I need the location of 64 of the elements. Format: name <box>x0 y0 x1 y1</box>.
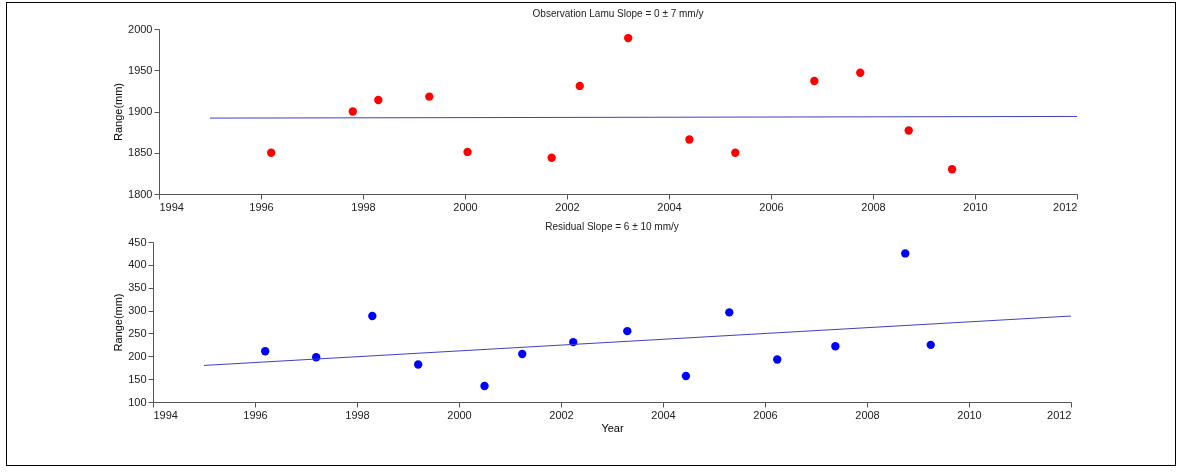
y-tick-label: 100 <box>128 395 147 408</box>
point <box>575 81 584 91</box>
point <box>261 347 270 356</box>
y-tick-label: 1900 <box>128 105 153 117</box>
point <box>773 355 782 364</box>
y-tick-label: 200 <box>128 349 147 362</box>
point <box>624 33 633 43</box>
point <box>947 165 957 174</box>
x-tick-label: 2002 <box>555 200 580 213</box>
point <box>425 92 434 101</box>
point <box>414 360 423 369</box>
x-tick-label: 2010 <box>963 200 988 213</box>
y-tick-label: 450 <box>128 235 147 248</box>
point <box>368 311 377 321</box>
x-tick-label: 2004 <box>657 200 682 213</box>
x-tick-label: 2010 <box>957 408 982 421</box>
y-tick-label: 2000 <box>128 22 153 35</box>
x-tick-label: 2012 <box>1047 408 1072 421</box>
y-axis-title: Range(mm) <box>112 82 125 142</box>
point <box>547 153 556 162</box>
point <box>810 76 819 86</box>
point <box>480 381 489 391</box>
x-tick-label: 1998 <box>351 200 376 213</box>
x-tick-label: 2006 <box>759 200 784 213</box>
y-tick-label: 400 <box>128 258 147 271</box>
y-tick-label: 250 <box>128 326 147 339</box>
x-tick-label: 1998 <box>345 408 370 421</box>
y-axis-title: Range(mm) <box>112 293 125 352</box>
y-tick-label: 1800 <box>128 187 153 200</box>
x-tick-label: 2000 <box>453 200 478 213</box>
chart-title: Residual Slope = 6 ± 10 mm/y <box>545 221 679 232</box>
x-tick-label: 2002 <box>549 408 574 421</box>
x-tick-label: 2008 <box>861 200 886 213</box>
x-tick-label: 2004 <box>651 408 676 421</box>
point <box>904 126 913 135</box>
y-tick-label: 350 <box>128 281 147 294</box>
x-tick-label: 1996 <box>249 200 274 213</box>
x-tick-label: 2008 <box>855 408 880 421</box>
point <box>926 340 935 350</box>
point <box>725 308 734 317</box>
x-tick-label: 2006 <box>753 408 778 421</box>
x-tick-label: 2000 <box>447 408 472 421</box>
point <box>463 147 472 157</box>
x-tick-label: 2012 <box>1053 200 1078 213</box>
y-tick-label: 1850 <box>128 146 153 159</box>
point <box>623 326 632 336</box>
x-tick-label: 1994 <box>159 200 184 213</box>
point <box>267 148 276 157</box>
point <box>348 107 357 116</box>
x-tick-label: 1994 <box>153 408 178 421</box>
point <box>685 135 694 144</box>
chart-title: Observation Lamu Slope = 0 ± 7 mm/y <box>532 8 704 19</box>
point <box>856 68 865 77</box>
y-tick-label: 300 <box>128 304 147 317</box>
point <box>831 342 840 351</box>
point <box>518 349 527 359</box>
point <box>374 95 383 105</box>
x-axis-title: Year <box>601 421 624 434</box>
point <box>731 148 740 157</box>
y-tick-label: 1950 <box>128 63 153 76</box>
x-tick-label: 1996 <box>243 408 268 421</box>
y-tick-label: 150 <box>128 372 147 385</box>
point <box>681 371 691 381</box>
point <box>901 249 910 258</box>
